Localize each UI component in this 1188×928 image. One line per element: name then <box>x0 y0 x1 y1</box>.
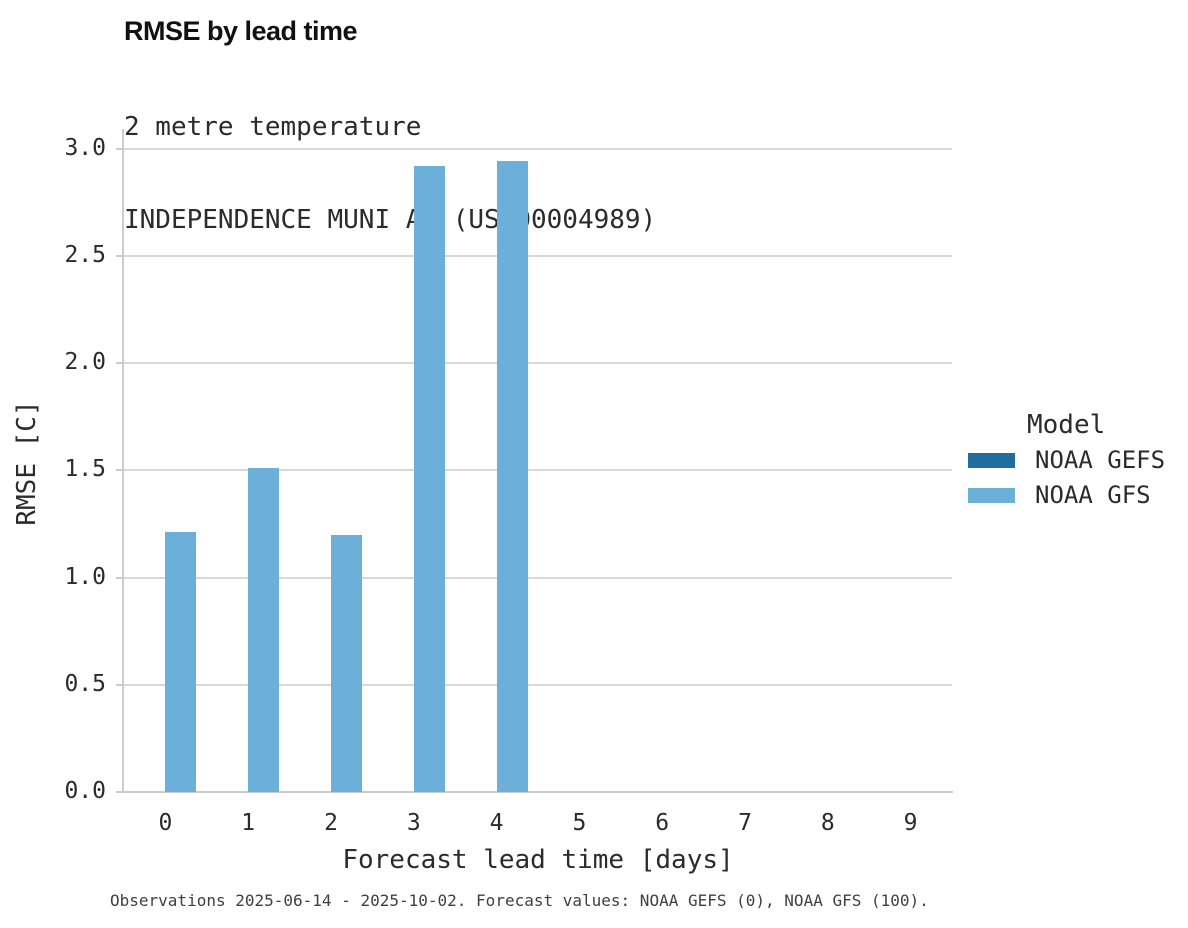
bar-noaa-gfs-lead-3 <box>413 165 445 792</box>
bar-noaa-gfs-lead-0 <box>165 532 197 792</box>
gridline-y-2.5 <box>124 254 952 257</box>
x-tick-label-8: 8 <box>820 810 835 836</box>
x-tick-label-3: 3 <box>406 810 421 836</box>
x-tick-label-6: 6 <box>655 810 670 836</box>
chart-subtitle-line-1: 2 metre temperature <box>124 112 422 142</box>
gridline-y-2.0 <box>124 362 952 364</box>
x-tick-label-7: 7 <box>738 810 752 836</box>
chart-footnote: Observations 2025-06-14 - 2025-10-02. Fo… <box>110 891 929 910</box>
legend-item-noaa-gfs: NOAA GFS <box>968 481 1165 509</box>
plot-area <box>116 129 953 793</box>
y-tick-0.5 <box>116 683 122 686</box>
legend-title: Model <box>1027 410 1106 440</box>
gridline-y-1.5 <box>124 469 952 472</box>
y-tick-2.0 <box>116 362 122 364</box>
legend-swatch-noaa-gefs-icon <box>968 452 1015 468</box>
legend-swatch-noaa-gfs-icon <box>968 487 1015 503</box>
y-tick-label-0.5: 0.5 <box>64 670 106 697</box>
gridline-y-0.5 <box>124 683 952 686</box>
x-tick-label-9: 9 <box>903 810 918 836</box>
x-tick-label-0: 0 <box>158 810 173 836</box>
y-tick-label-1.5: 1.5 <box>64 456 106 483</box>
y-axis-title: RMSE [C] <box>12 400 42 526</box>
chart-subtitle-line-2: INDEPENDENCE MUNI AP (USW00004989) <box>124 205 657 235</box>
bar-noaa-gfs-lead-1 <box>248 468 280 792</box>
chart-subtitle: 2 metre temperature INDEPENDENCE MUNI AP… <box>124 50 656 298</box>
y-tick-label-2.0: 2.0 <box>64 349 106 375</box>
bar-noaa-gfs-lead-4 <box>496 161 528 792</box>
bar-noaa-gfs-lead-2 <box>331 534 362 792</box>
x-tick-label-5: 5 <box>572 810 587 836</box>
legend-label-noaa-gfs: NOAA GFS <box>1035 481 1151 509</box>
y-tick-label-2.5: 2.5 <box>64 241 106 268</box>
x-tick-label-1: 1 <box>241 810 256 836</box>
x-tick-label-4: 4 <box>489 810 504 836</box>
y-tick-label-3.0: 3.0 <box>64 134 106 161</box>
y-tick-label-0.0: 0.0 <box>64 778 106 804</box>
x-axis-title: Forecast lead time [days] <box>342 845 734 875</box>
y-tick-1.5 <box>116 469 122 472</box>
y-axis-line <box>122 129 124 793</box>
y-tick-2.5 <box>116 254 122 257</box>
legend-item-noaa-gefs: NOAA GEFS <box>968 446 1165 474</box>
chart-title: RMSE by lead time <box>124 16 358 46</box>
x-tick-label-2: 2 <box>324 810 338 836</box>
y-tick-1.0 <box>116 576 122 579</box>
legend: Model NOAA GEFS NOAA GFS <box>968 410 1165 522</box>
gridline-y-1.0 <box>124 576 952 579</box>
gridline-y-3.0 <box>124 147 952 150</box>
x-axis-line <box>123 791 953 793</box>
y-tick-label-1.0: 1.0 <box>64 563 106 590</box>
y-tick-3.0 <box>116 147 122 150</box>
y-tick-0.0 <box>116 791 122 793</box>
legend-label-noaa-gefs: NOAA GEFS <box>1035 446 1166 474</box>
